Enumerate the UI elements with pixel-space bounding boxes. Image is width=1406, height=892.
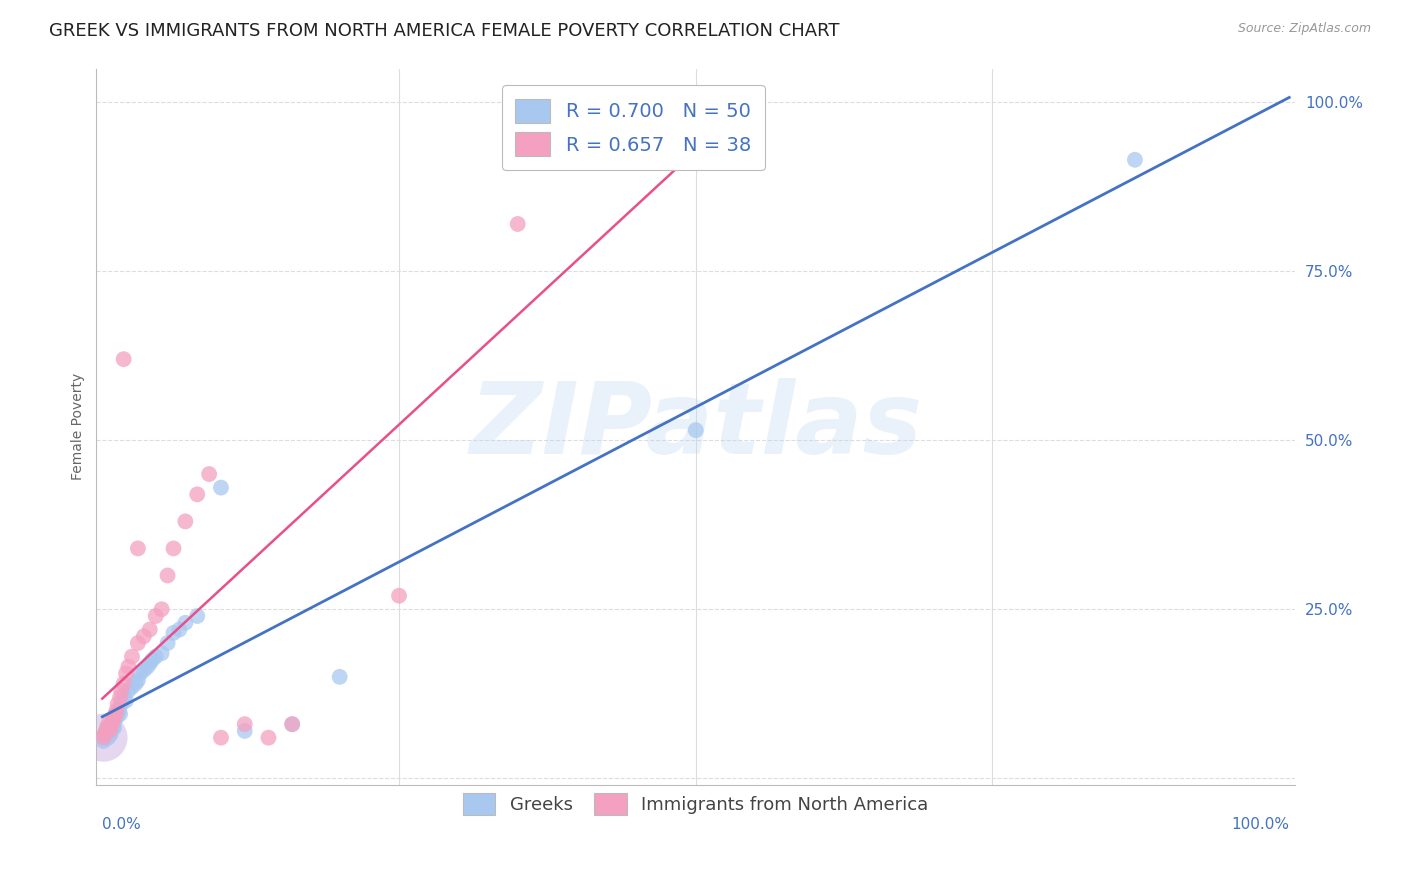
Point [105,710,128,724]
Point [145,609,167,624]
Point [233,723,256,738]
Point [94,727,117,741]
Point [93,731,115,745]
Point [98,723,121,738]
Point [97,717,120,731]
Point [329,670,352,684]
Point [110,697,132,711]
Text: 100.0%: 100.0% [1232,817,1289,832]
Point [139,623,162,637]
Point [101,721,124,735]
Point [565,115,588,129]
Point [145,649,167,664]
Point [186,609,208,624]
Point [93,727,115,741]
Point [209,731,232,745]
Point [115,693,138,707]
Point [129,666,152,681]
Point [97,731,120,745]
Point [121,680,143,694]
Point [281,717,304,731]
Point [209,481,232,495]
Point [169,623,191,637]
Point [156,568,179,582]
Point [162,541,184,556]
Point [108,706,131,721]
Y-axis label: Female Poverty: Female Poverty [72,373,86,481]
Point [103,714,125,728]
Point [156,636,179,650]
Point [93,731,115,745]
Point [117,659,139,673]
Point [115,666,138,681]
Point [105,704,128,718]
Point [100,721,122,735]
Point [103,710,125,724]
Point [104,710,127,724]
Point [257,731,280,745]
Point [96,723,118,738]
Point [94,731,117,745]
Point [101,714,124,728]
Point [124,676,146,690]
Point [100,727,122,741]
Point [100,723,122,738]
Point [93,727,115,741]
Point [186,487,208,501]
Point [281,717,304,731]
Point [108,690,131,705]
Text: 0.0%: 0.0% [103,817,141,832]
Point [101,717,124,731]
Point [112,676,135,690]
Point [112,352,135,367]
Point [96,727,118,741]
Text: ZIPatlas: ZIPatlas [470,378,922,475]
Point [127,636,149,650]
Point [139,657,162,671]
Point [162,626,184,640]
Point [136,659,159,673]
Point [388,589,411,603]
Point [233,717,256,731]
Point [107,697,129,711]
Point [98,727,121,741]
Point [174,515,197,529]
Point [506,217,529,231]
Text: GREEK VS IMMIGRANTS FROM NORTH AMERICA FEMALE POVERTY CORRELATION CHART: GREEK VS IMMIGRANTS FROM NORTH AMERICA F… [49,22,839,40]
Point [104,706,127,721]
Point [98,721,121,735]
Point [127,541,149,556]
Point [108,704,131,718]
Point [174,615,197,630]
Point [1123,153,1146,167]
Point [132,629,155,643]
Point [98,723,121,738]
Point [101,721,124,735]
Point [96,721,118,735]
Point [101,717,124,731]
Point [141,653,163,667]
Point [93,734,115,748]
Point [112,690,135,705]
Point [127,673,149,688]
Point [121,649,143,664]
Point [198,467,221,481]
Point [110,683,132,698]
Point [685,423,707,437]
Point [101,717,124,731]
Point [94,723,117,738]
Legend: Greeks, Immigrants from North America: Greeks, Immigrants from North America [456,786,936,822]
Point [97,723,120,738]
Point [150,602,173,616]
Text: Source: ZipAtlas.com: Source: ZipAtlas.com [1237,22,1371,36]
Point [150,646,173,660]
Point [93,731,115,745]
Point [103,721,125,735]
Point [107,706,129,721]
Point [117,683,139,698]
Point [132,663,155,677]
